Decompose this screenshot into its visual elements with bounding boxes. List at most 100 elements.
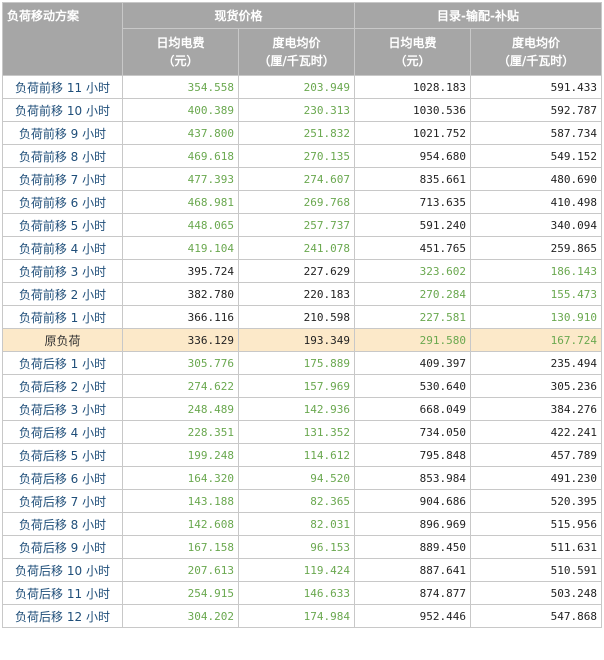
row-label: 负荷后移 8 小时 [2, 512, 123, 536]
catalog-daily-fee-cell: 227.581 [354, 305, 472, 329]
spot-unit-price-cell: 114.612 [237, 443, 356, 467]
spot-unit-price-cell: 257.737 [237, 213, 356, 237]
row-label: 负荷后移 2 小时 [2, 374, 123, 398]
header-unit-price-label: 度电均价 [512, 36, 561, 50]
row-label: 负荷前移 7 小时 [2, 167, 123, 191]
catalog-unit-price-cell: 549.152 [470, 144, 603, 168]
spot-daily-fee-cell: 228.351 [122, 420, 239, 444]
catalog-daily-fee-cell: 1028.183 [354, 75, 472, 99]
header-daily-fee-2: 日均电费 （元） [354, 28, 472, 76]
catalog-unit-price-cell: 167.724 [470, 328, 603, 352]
spot-daily-fee-cell: 164.320 [122, 466, 239, 490]
row-label: 负荷前移 8 小时 [2, 144, 123, 168]
table-row: 负荷前移 1 小时 366.116 210.598 227.581 130.910 [2, 305, 603, 329]
catalog-unit-price-cell: 340.094 [470, 213, 603, 237]
spot-unit-price-cell: 220.183 [237, 282, 356, 306]
catalog-daily-fee-cell: 591.240 [354, 213, 472, 237]
table-row: 负荷前移 5 小时 448.065 257.737 591.240 340.094 [2, 213, 603, 237]
catalog-unit-price-cell: 591.433 [470, 75, 603, 99]
row-label: 负荷后移 7 小时 [2, 489, 123, 513]
spot-daily-fee-cell: 143.188 [122, 489, 239, 513]
catalog-daily-fee-cell: 291.580 [354, 328, 472, 352]
header-unit-price-label: 度电均价 [272, 36, 321, 50]
spot-daily-fee-cell: 354.558 [122, 75, 239, 99]
catalog-daily-fee-cell: 734.050 [354, 420, 472, 444]
header-daily-fee-1: 日均电费 （元） [122, 28, 239, 76]
table-row: 负荷后移 8 小时 142.608 82.031 896.969 515.956 [2, 512, 603, 536]
spot-daily-fee-cell: 448.065 [122, 213, 239, 237]
catalog-unit-price-cell: 511.631 [470, 535, 603, 559]
spot-unit-price-cell: 82.031 [237, 512, 356, 536]
header-spot-price: 现货价格 [121, 2, 356, 29]
row-label: 负荷后移 6 小时 [2, 466, 123, 490]
row-label: 负荷前移 1 小时 [2, 305, 123, 329]
catalog-unit-price-cell: 520.395 [470, 489, 603, 513]
row-label: 负荷后移 5 小时 [2, 443, 123, 467]
table-row: 负荷后移 10 小时 207.613 119.424 887.641 510.591 [2, 558, 603, 582]
catalog-unit-price-cell: 480.690 [470, 167, 603, 191]
spot-unit-price-cell: 251.832 [237, 121, 356, 145]
row-label: 负荷前移 10 小时 [2, 98, 123, 122]
catalog-daily-fee-cell: 1030.536 [354, 98, 472, 122]
row-label: 负荷后移 1 小时 [2, 351, 123, 375]
row-label: 负荷后移 9 小时 [2, 535, 123, 559]
row-label: 负荷后移 10 小时 [2, 558, 123, 582]
catalog-unit-price-cell: 155.473 [470, 282, 603, 306]
spot-unit-price-cell: 94.520 [237, 466, 356, 490]
header-catalog-price: 目录-输配-补贴 [354, 2, 603, 29]
catalog-unit-price-cell: 235.494 [470, 351, 603, 375]
catalog-unit-price-cell: 503.248 [470, 581, 603, 605]
table-row: 负荷前移 11 小时 354.558 203.949 1028.183 591.433 [2, 75, 603, 99]
catalog-unit-price-cell: 515.956 [470, 512, 603, 536]
row-label: 负荷前移 2 小时 [2, 282, 123, 306]
spot-daily-fee-cell: 382.780 [122, 282, 239, 306]
table-row: 负荷后移 2 小时 274.622 157.969 530.640 305.236 [2, 374, 603, 398]
catalog-unit-price-cell: 130.910 [470, 305, 603, 329]
table-row: 负荷后移 5 小时 199.248 114.612 795.848 457.789 [2, 443, 603, 467]
catalog-daily-fee-cell: 1021.752 [354, 121, 472, 145]
row-label: 负荷前移 5 小时 [2, 213, 123, 237]
row-label: 负荷前移 11 小时 [2, 75, 123, 99]
catalog-daily-fee-cell: 530.640 [354, 374, 472, 398]
spot-unit-price-cell: 96.153 [237, 535, 356, 559]
catalog-unit-price-cell: 305.236 [470, 374, 603, 398]
spot-unit-price-cell: 241.078 [237, 236, 356, 260]
spot-unit-price-cell: 270.135 [237, 144, 356, 168]
spot-daily-fee-cell: 419.104 [122, 236, 239, 260]
row-label: 原负荷 [2, 328, 123, 352]
table-row: 负荷前移 2 小时 382.780 220.183 270.284 155.473 [2, 282, 603, 306]
header-unit-price-2: 度电均价 （厘/千瓦时） [470, 28, 603, 76]
row-label: 负荷后移 12 小时 [2, 604, 123, 628]
spot-daily-fee-cell: 142.608 [122, 512, 239, 536]
spot-unit-price-cell: 227.629 [237, 259, 356, 283]
table-row: 负荷后移 11 小时 254.915 146.633 874.877 503.248 [2, 581, 603, 605]
row-label: 负荷前移 6 小时 [2, 190, 123, 214]
header-scheme: 负荷移动方案 [2, 2, 123, 76]
spot-unit-price-cell: 82.365 [237, 489, 356, 513]
row-label: 负荷后移 4 小时 [2, 420, 123, 444]
catalog-daily-fee-cell: 896.969 [354, 512, 472, 536]
spot-daily-fee-cell: 305.776 [122, 351, 239, 375]
load-shift-table: 负荷移动方案 现货价格 目录-输配-补贴 日均电费 （元） 度电均价 （厘/千瓦… [2, 2, 603, 628]
catalog-daily-fee-cell: 668.049 [354, 397, 472, 421]
row-label: 负荷后移 11 小时 [2, 581, 123, 605]
spot-daily-fee-cell: 395.724 [122, 259, 239, 283]
spot-unit-price-cell: 230.313 [237, 98, 356, 122]
spot-daily-fee-cell: 207.613 [122, 558, 239, 582]
catalog-daily-fee-cell: 451.765 [354, 236, 472, 260]
table-row: 原负荷 336.129 193.349 291.580 167.724 [2, 328, 603, 352]
spot-unit-price-cell: 210.598 [237, 305, 356, 329]
spot-unit-price-cell: 174.984 [237, 604, 356, 628]
table-row: 负荷后移 6 小时 164.320 94.520 853.984 491.230 [2, 466, 603, 490]
header-daily-fee-unit: （元） [162, 54, 199, 68]
catalog-unit-price-cell: 457.789 [470, 443, 603, 467]
catalog-daily-fee-cell: 874.877 [354, 581, 472, 605]
spot-daily-fee-cell: 336.129 [122, 328, 239, 352]
spot-unit-price-cell: 203.949 [237, 75, 356, 99]
spot-daily-fee-cell: 304.202 [122, 604, 239, 628]
spot-unit-price-cell: 146.633 [237, 581, 356, 605]
spot-unit-price-cell: 157.969 [237, 374, 356, 398]
spot-daily-fee-cell: 274.622 [122, 374, 239, 398]
catalog-daily-fee-cell: 270.284 [354, 282, 472, 306]
row-label: 负荷前移 3 小时 [2, 259, 123, 283]
